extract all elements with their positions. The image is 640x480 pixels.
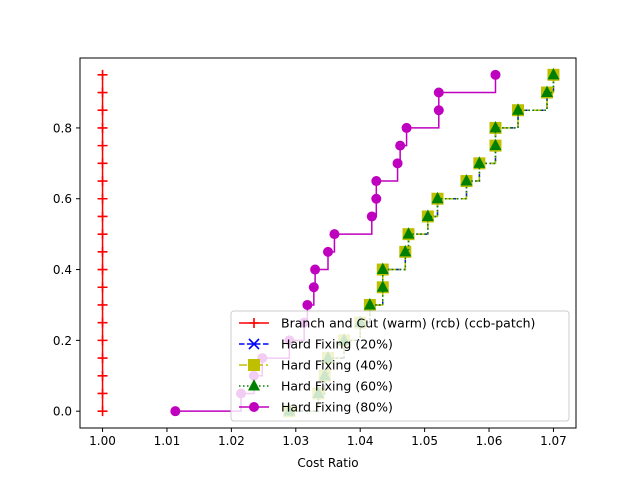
series-4-point [371,176,382,187]
series-4-point [323,246,333,257]
legend-entry-4: Hard Fixing (80%) [239,400,393,415]
series-3-point [376,262,389,275]
series-0-point [97,211,108,222]
series-0-point [97,388,108,399]
series-0-point [97,353,108,364]
series-3-point [541,85,554,98]
series-4-point [401,122,412,133]
series-3-point [460,174,473,186]
series-4-point [329,229,340,240]
series-4-point [366,211,377,222]
legend-label: Branch and Cut (warm) (rcb) (ccb-patch) [281,316,535,331]
legend-entry-2: Hard Fixing (40%) [239,358,393,373]
series-3-point [421,209,434,221]
legend-marker [249,318,259,328]
x-tick-label: 1.00 [89,434,116,448]
legend-label: Hard Fixing (80%) [281,400,393,415]
series-4-point [302,299,313,310]
legend-marker [249,402,259,412]
series-3-point [489,138,502,151]
legend-label: Hard Fixing (20%) [281,337,393,352]
series-4-point [433,87,444,98]
series-0-point [97,122,108,133]
series-0-point [97,176,108,187]
y-tick-label: 0.6 [53,192,72,206]
series-4-point [170,406,181,417]
series-0-point [97,105,108,116]
series-4-point [310,264,321,275]
legend-entry-1: Hard Fixing (20%) [239,337,393,352]
series-3-point [547,67,560,80]
x-axis-label: Cost Ratio [297,456,358,470]
series-0-point [97,193,108,204]
series-0-point [97,370,108,381]
series-0-point [97,69,108,80]
series-0-point [97,282,108,293]
x-tick-label: 1.05 [411,434,438,448]
series-0-point [97,229,108,240]
series-3-point [473,156,486,168]
series-0-point [97,335,108,346]
legend-box [230,310,570,422]
series-3-point [489,121,502,133]
series-0-point [97,317,108,328]
legend-marker [248,359,260,371]
series-0-point [97,246,108,257]
x-tick-label: 1.06 [476,434,503,448]
legend: Branch and Cut (warm) (rcb) (ccb-patch) H… [230,310,570,422]
series-4-point [308,282,319,293]
series-0-point [97,87,108,98]
series-0-point [97,140,108,151]
y-tick-label: 0.0 [53,405,72,419]
y-tick-label: 0.2 [53,334,72,348]
series-3-point [512,103,525,115]
legend-entry-0: Branch and Cut (warm) (rcb) (ccb-patch) [239,316,535,331]
legend-marker [248,338,260,350]
legend-label: Hard Fixing (40%) [281,358,393,373]
axes-layer: 1.00 1.01 1.02 1.03 1.04 1.05 1.06 1.07 0.0 0.2 0.… [53,57,577,448]
x-tick-label: 1.07 [540,434,567,448]
series-0-point [97,406,108,417]
series-4-point [392,158,403,169]
series-4-point [395,140,406,151]
series-0 [97,69,108,417]
series-0-point [97,299,108,310]
y-tick-label: 0.4 [53,263,72,277]
series-3-point [402,227,415,239]
axes-frame [79,57,577,429]
series-0-point [97,158,108,169]
x-tick-label: 1.01 [154,434,181,448]
series-4-point [490,69,501,80]
series-3-point [431,191,444,204]
series-4-point [433,105,444,116]
series-3-point [363,298,376,310]
series-3-point [399,244,412,257]
series-0-point [97,264,108,275]
x-tick-label: 1.02 [218,434,245,448]
legend-entry-3: Hard Fixing (60%) [239,379,393,394]
y-tick-label: 0.8 [53,121,72,135]
x-tick-label: 1.03 [282,434,309,448]
series-3-point [376,280,389,292]
series-4-point [371,193,382,204]
x-tick-label: 1.04 [347,434,374,448]
legend-marker [248,379,260,391]
legend-label: Hard Fixing (60%) [281,379,393,394]
